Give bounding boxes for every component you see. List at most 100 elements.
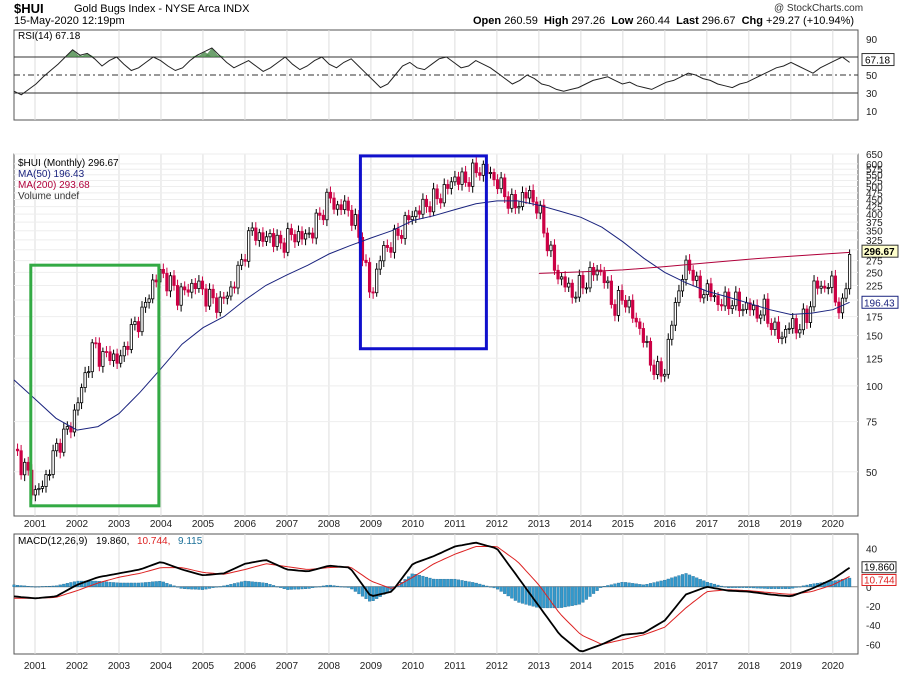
candle-body bbox=[453, 176, 457, 183]
candle-body bbox=[776, 321, 781, 340]
candle-body bbox=[215, 297, 219, 313]
macd-histogram-bar bbox=[776, 586, 781, 589]
price-y-tick-label: 250 bbox=[866, 268, 883, 279]
ma50-last-tag: 196.43 bbox=[864, 298, 895, 309]
candle-body bbox=[151, 279, 155, 300]
macd-histogram-bar bbox=[766, 586, 770, 589]
candle-body bbox=[58, 442, 62, 453]
price-legend-ma200: MA(200) 293.68 bbox=[18, 180, 90, 191]
macd-histogram-bar bbox=[673, 576, 677, 587]
candle-body bbox=[154, 279, 158, 283]
price-y-tick-label: 425 bbox=[866, 203, 883, 214]
x-tick-label: 2014 bbox=[570, 661, 593, 672]
signal-last-tag: 10.744 bbox=[864, 575, 895, 586]
candle-body bbox=[51, 450, 55, 475]
macd-histogram-bar bbox=[848, 577, 852, 587]
macd-histogram-bar bbox=[769, 586, 773, 589]
candle-body bbox=[104, 351, 109, 353]
macd-histogram-bar bbox=[805, 584, 809, 587]
macd-histogram-bar bbox=[129, 582, 133, 587]
candle-body bbox=[833, 275, 837, 303]
candle-body bbox=[19, 450, 23, 476]
candle-body bbox=[179, 286, 183, 306]
macd-histogram-bar bbox=[780, 586, 784, 589]
macd-histogram-bar bbox=[30, 586, 34, 588]
macd-histogram-bar bbox=[609, 584, 613, 587]
x-tick-label: 2017 bbox=[696, 519, 719, 530]
candle-body bbox=[463, 171, 468, 183]
candle-body bbox=[87, 371, 91, 374]
price-y-tick-label: 350 bbox=[866, 227, 883, 238]
macd-histogram-bar bbox=[720, 585, 724, 587]
rsi-last-tag-box bbox=[861, 53, 895, 67]
price-y-tick-label: 550 bbox=[866, 171, 883, 182]
candle-body bbox=[119, 355, 123, 364]
macd-histogram-bar bbox=[560, 586, 564, 608]
x-tick-label: 2005 bbox=[192, 661, 215, 672]
candle-body bbox=[321, 214, 325, 221]
candle-body bbox=[798, 329, 802, 334]
macd-histogram-bar bbox=[151, 581, 155, 587]
macd-histogram-bar bbox=[16, 585, 20, 587]
candle-body bbox=[289, 228, 293, 235]
candle-body bbox=[428, 206, 432, 213]
candle-body bbox=[581, 275, 585, 289]
candle-body bbox=[695, 275, 699, 281]
macd-histogram-bar bbox=[773, 586, 777, 589]
candle-body bbox=[417, 210, 421, 215]
candle-body bbox=[435, 188, 439, 200]
candle-body bbox=[503, 177, 507, 198]
high-value: 297.26 bbox=[571, 15, 606, 27]
macd-histogram-bar bbox=[350, 586, 354, 590]
macd-histogram-bar bbox=[467, 581, 471, 587]
macd-histogram-bar bbox=[208, 586, 212, 589]
candle-body bbox=[737, 291, 741, 312]
candle-body bbox=[730, 305, 734, 310]
macd-y-tick-label: -40 bbox=[866, 621, 881, 632]
candle-body bbox=[197, 280, 201, 290]
macd-histogram-bar bbox=[574, 586, 578, 606]
macd-y-tick-label: 0 bbox=[866, 583, 872, 594]
macd-histogram-bar bbox=[272, 585, 276, 587]
x-tick-label: 2006 bbox=[234, 661, 257, 672]
candle-body bbox=[33, 489, 37, 496]
macd-histogram-bar bbox=[535, 586, 539, 608]
candle-body bbox=[23, 461, 27, 476]
candle-body bbox=[705, 283, 709, 296]
stockcharts-credit[interactable]: @ StockCharts.com bbox=[774, 3, 864, 14]
macd-histogram-bar bbox=[517, 586, 521, 603]
candle-body bbox=[709, 283, 713, 297]
x-tick-label: 2020 bbox=[822, 519, 845, 530]
x-tick-label: 2012 bbox=[486, 661, 509, 672]
ticker-symbol: $HUI bbox=[14, 1, 44, 16]
x-tick-label: 2017 bbox=[696, 661, 719, 672]
price-legend-volume: Volume undef bbox=[18, 191, 79, 202]
macd-histogram-bar bbox=[165, 583, 169, 587]
macd-histogram-bar bbox=[549, 586, 553, 609]
macd-histogram-bar bbox=[755, 586, 759, 589]
price-y-tick-label: 75 bbox=[866, 418, 878, 429]
macd-histogram-bar bbox=[158, 580, 162, 587]
macd-histogram-bar bbox=[279, 586, 283, 588]
price-y-tick-label: 375 bbox=[866, 218, 883, 229]
rsi-y-tick-label: 30 bbox=[866, 89, 878, 100]
candle-body bbox=[687, 259, 692, 271]
candle-body bbox=[527, 190, 532, 199]
candle-body bbox=[183, 286, 187, 291]
macd-last-tag: 19.860 bbox=[864, 563, 895, 574]
macd-histogram-bar bbox=[638, 584, 642, 587]
macd-histogram-bar bbox=[222, 585, 226, 587]
macd-histogram-bar bbox=[119, 582, 123, 587]
candle-body bbox=[666, 338, 670, 375]
candle-body bbox=[741, 308, 745, 312]
candle-body bbox=[467, 182, 471, 187]
candle-body bbox=[161, 269, 165, 274]
candle-body bbox=[328, 191, 333, 199]
x-tick-label: 2019 bbox=[780, 519, 803, 530]
macd-histogram-bar bbox=[23, 585, 27, 587]
macd-histogram-bar bbox=[428, 577, 432, 587]
candle-body bbox=[823, 285, 827, 289]
macd-histogram-bar bbox=[698, 579, 702, 587]
macd-histogram-bar bbox=[289, 586, 293, 590]
candle-body bbox=[15, 448, 20, 452]
